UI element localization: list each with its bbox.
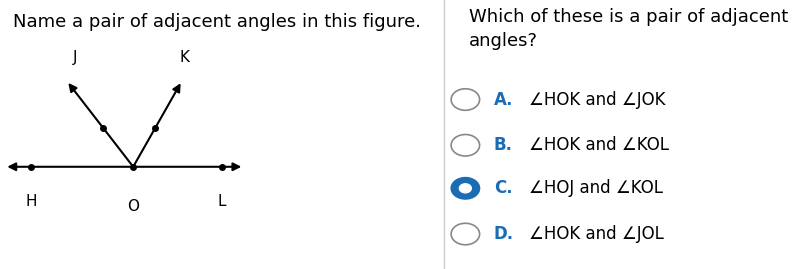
Text: ∠HOK and ∠JOL: ∠HOK and ∠JOL — [530, 225, 664, 243]
Text: H: H — [26, 194, 37, 209]
Text: L: L — [218, 194, 226, 209]
Text: D.: D. — [494, 225, 514, 243]
Text: K: K — [180, 49, 190, 65]
Text: C.: C. — [494, 179, 513, 197]
Text: J: J — [74, 49, 78, 65]
Text: ∠HOJ and ∠KOL: ∠HOJ and ∠KOL — [530, 179, 663, 197]
Text: ∠HOK and ∠KOL: ∠HOK and ∠KOL — [530, 136, 670, 154]
Text: Which of these is a pair of adjacent
angles?: Which of these is a pair of adjacent ang… — [469, 8, 788, 50]
Text: B.: B. — [494, 136, 513, 154]
Circle shape — [451, 178, 480, 199]
Circle shape — [459, 184, 471, 193]
Text: A.: A. — [494, 91, 514, 108]
Text: Name a pair of adjacent angles in this figure.: Name a pair of adjacent angles in this f… — [14, 13, 422, 31]
Text: ∠HOK and ∠JOK: ∠HOK and ∠JOK — [530, 91, 666, 108]
Text: O: O — [127, 199, 139, 214]
